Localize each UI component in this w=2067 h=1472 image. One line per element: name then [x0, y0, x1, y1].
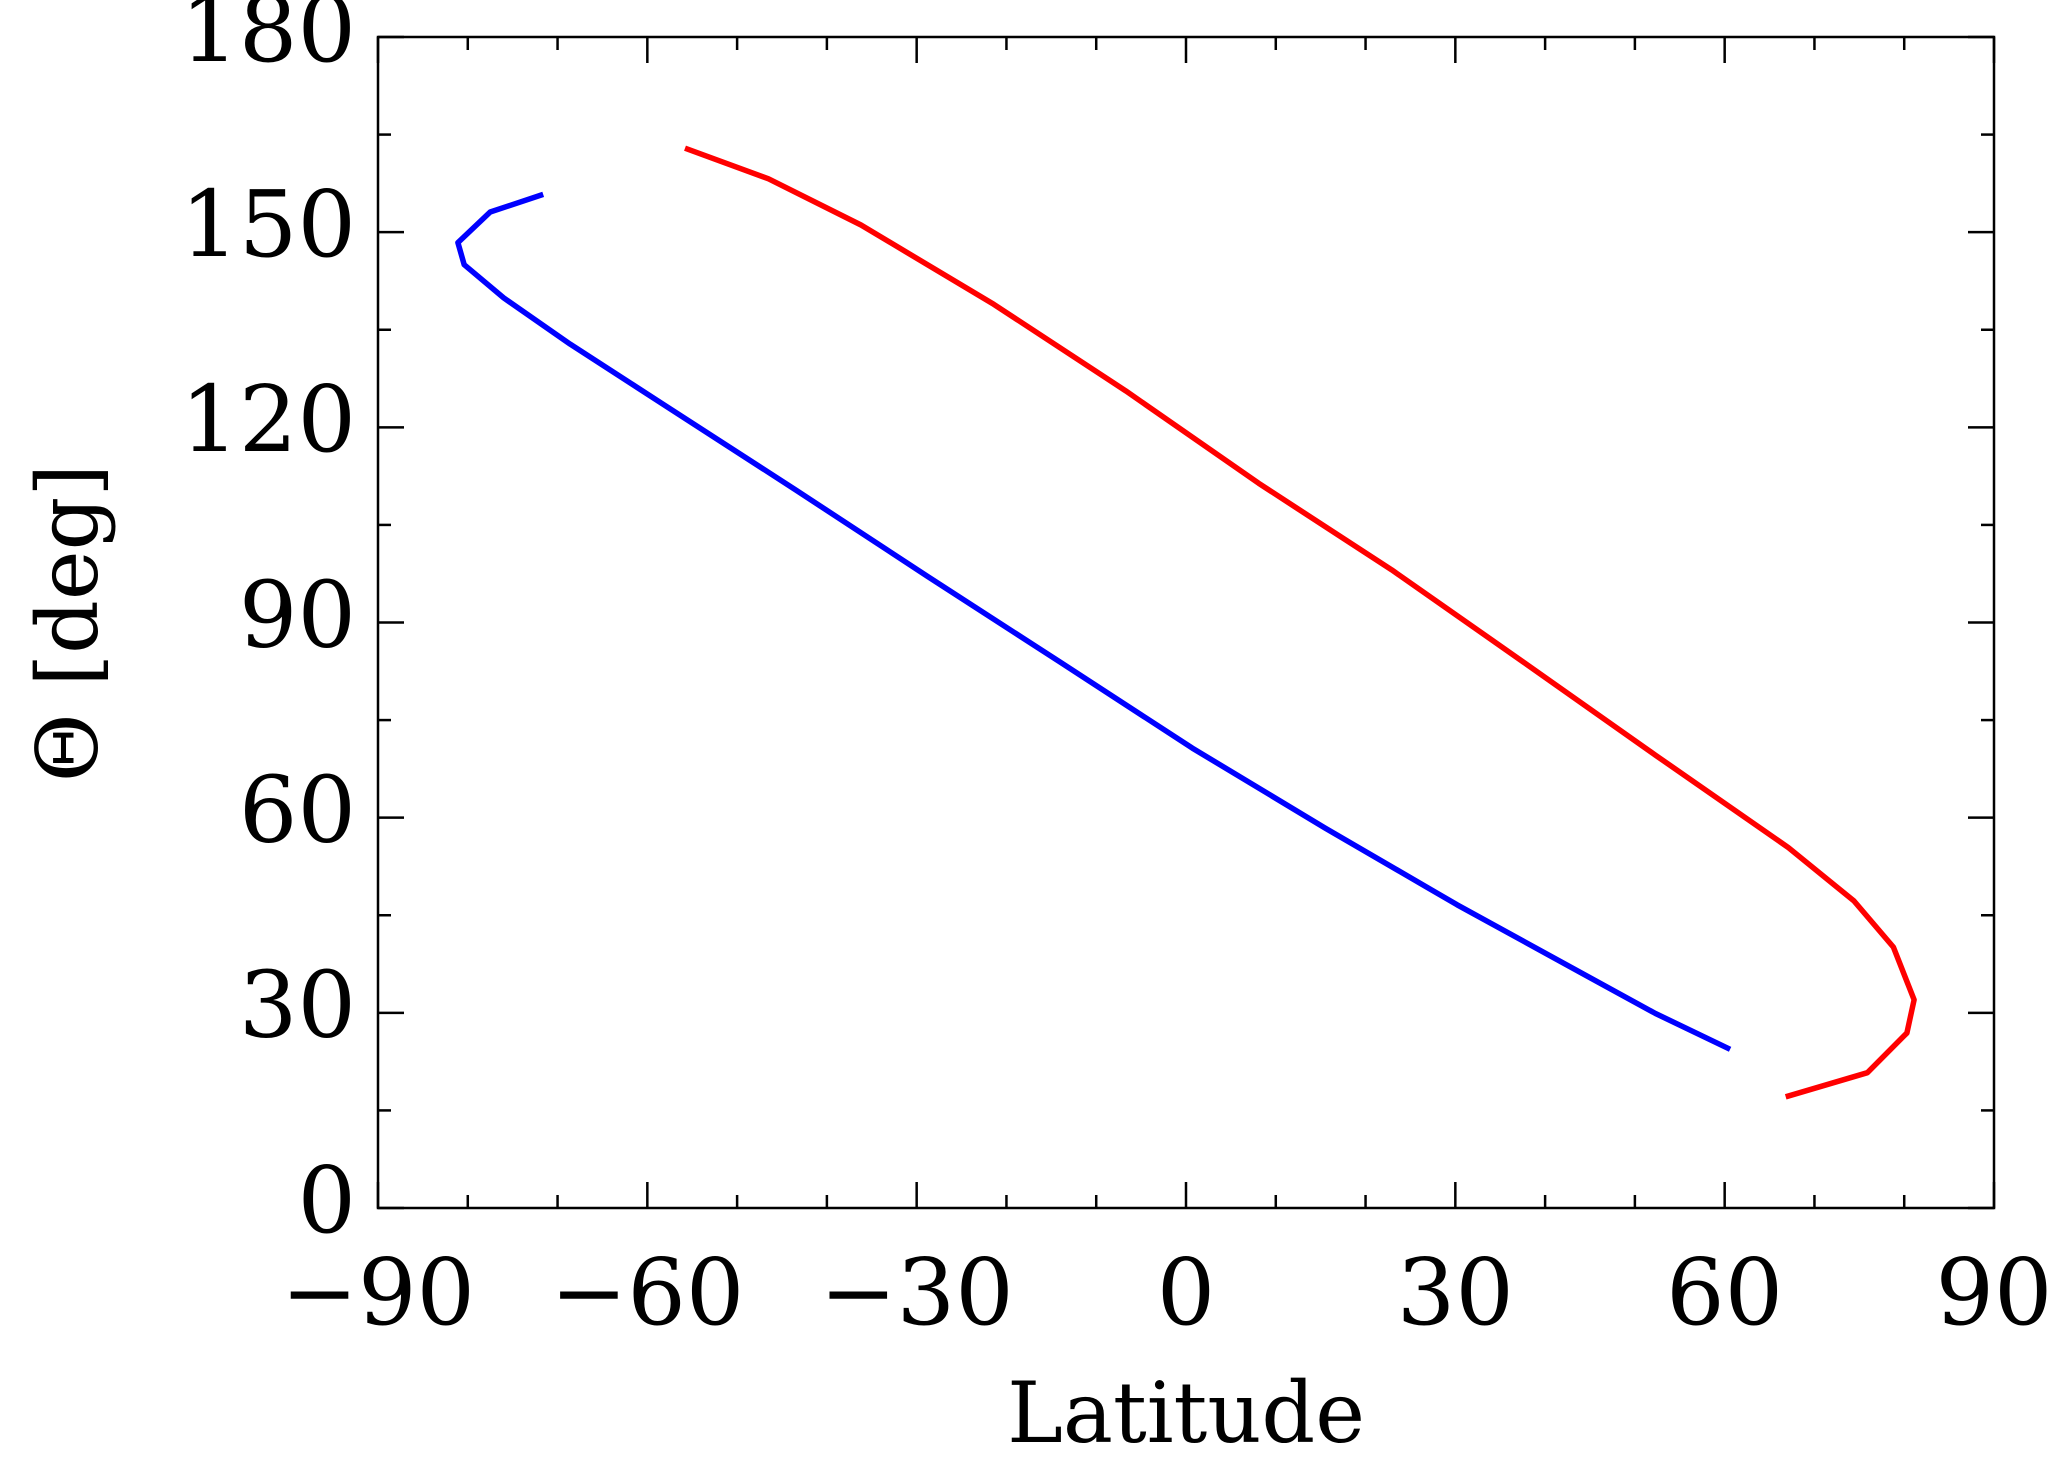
y-tick-label: 60: [239, 757, 356, 864]
x-tick-label: 90: [1935, 1239, 2052, 1346]
data-line: [684, 145, 1917, 1100]
x-tick-label: −60: [550, 1239, 744, 1346]
x-tick-label: −30: [820, 1239, 1014, 1346]
y-tick-label: 30: [239, 952, 356, 1059]
data-line: [455, 191, 1732, 1052]
y-axis-label: Θ [deg]: [19, 464, 117, 782]
x-tick-label: −90: [281, 1239, 475, 1346]
x-axis-label: Latitude: [1007, 1364, 1365, 1462]
y-tick-label: 180: [180, 0, 356, 83]
y-tick-label: 90: [239, 561, 356, 668]
y-tick-label: 150: [180, 171, 356, 278]
x-tick-label: 0: [1157, 1239, 1216, 1346]
y-tick-label: 0: [297, 1147, 356, 1254]
x-tick-label: 60: [1666, 1239, 1783, 1346]
plot-frame: [376, 35, 1996, 1210]
x-tick-label: 30: [1397, 1239, 1514, 1346]
y-tick-label: 120: [180, 366, 356, 473]
